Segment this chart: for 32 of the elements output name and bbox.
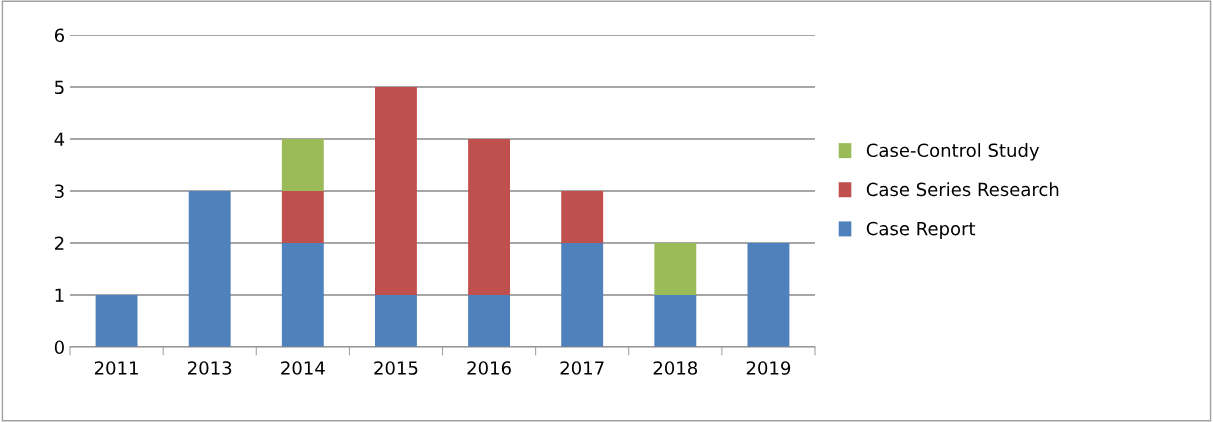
bar	[654, 295, 697, 347]
y-tick-label: 1	[55, 288, 64, 302]
x-tick-label: 2014	[281, 361, 325, 375]
bar	[281, 243, 324, 347]
bar	[95, 295, 138, 347]
bar	[374, 87, 417, 295]
bar	[468, 295, 511, 347]
y-tick-label: 0	[54, 340, 64, 355]
x-tick-label: 2015	[374, 361, 418, 375]
bar	[468, 139, 511, 295]
bar	[561, 191, 604, 243]
bar	[561, 243, 604, 347]
legend-label: Case Report	[866, 221, 976, 239]
bar	[374, 295, 417, 347]
bar	[281, 139, 324, 191]
bar	[654, 243, 697, 295]
x-tick-label: 2011	[94, 361, 138, 375]
x-tick-label: 2013	[188, 361, 232, 375]
bar	[188, 191, 231, 347]
y-tick-label: 4	[54, 132, 65, 146]
y-tick-label: 5	[55, 80, 64, 95]
y-tick-label: 3	[55, 184, 64, 199]
x-tick-label: 2017	[560, 361, 604, 375]
legend-label: Case Series Research	[866, 182, 1059, 197]
y-tick-label: 2	[54, 236, 64, 250]
bar	[281, 191, 324, 243]
bar	[747, 243, 790, 347]
x-tick-label: 2016	[467, 361, 511, 375]
legend-label: Case-Control Study	[866, 143, 1040, 161]
y-tick-label: 6	[54, 28, 64, 43]
x-tick-label: 2018	[653, 361, 698, 375]
x-tick-label: 2019	[746, 361, 791, 375]
